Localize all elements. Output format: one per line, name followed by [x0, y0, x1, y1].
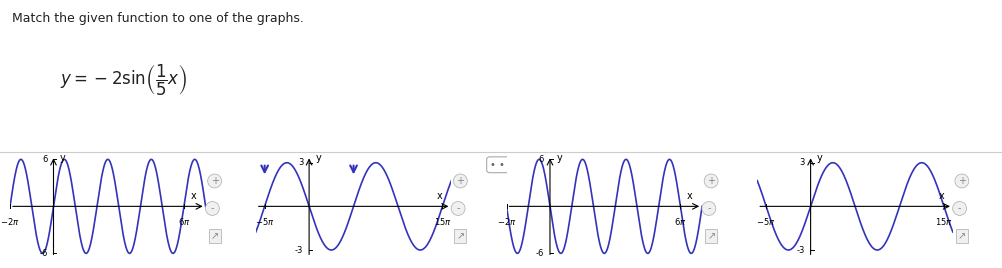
Text: $15\pi$: $15\pi$: [934, 215, 952, 226]
Text: ↗: ↗: [210, 231, 218, 241]
Text: x: x: [190, 191, 196, 201]
Text: $-5\pi$: $-5\pi$: [255, 215, 275, 226]
Text: $-5\pi$: $-5\pi$: [756, 215, 776, 226]
Text: x: x: [437, 191, 443, 201]
Text: ↗: ↗: [706, 231, 714, 241]
Text: $-2\pi$: $-2\pi$: [0, 215, 20, 226]
Text: +: +: [706, 176, 714, 186]
Text: -3: -3: [796, 245, 804, 255]
Text: Match the given function to one of the graphs.: Match the given function to one of the g…: [12, 12, 304, 25]
Text: +: +: [456, 176, 464, 186]
Text: $-2\pi$: $-2\pi$: [496, 215, 516, 226]
Text: x: x: [686, 191, 692, 201]
Text: x: x: [938, 191, 944, 201]
Text: $15\pi$: $15\pi$: [433, 215, 451, 226]
Text: $6\pi$: $6\pi$: [177, 215, 190, 226]
Text: $y = -2\sin\!\left(\dfrac{1}{5}x\right)$: $y = -2\sin\!\left(\dfrac{1}{5}x\right)$: [60, 63, 187, 98]
Text: 6: 6: [42, 155, 47, 164]
Text: 3: 3: [799, 158, 804, 167]
Text: -3: -3: [295, 245, 303, 255]
Text: -: -: [957, 203, 960, 213]
Text: y: y: [60, 152, 66, 162]
Text: -: -: [210, 203, 213, 213]
Text: y: y: [816, 152, 822, 162]
Text: -6: -6: [535, 249, 543, 258]
Text: -: -: [456, 203, 459, 213]
Text: • • •: • • •: [489, 160, 513, 170]
Text: ↗: ↗: [456, 231, 464, 241]
Text: -6: -6: [39, 249, 47, 258]
Text: $6\pi$: $6\pi$: [673, 215, 686, 226]
Text: +: +: [957, 176, 965, 186]
Text: 3: 3: [298, 158, 303, 167]
Text: ↗: ↗: [957, 231, 965, 241]
Text: 6: 6: [538, 155, 543, 164]
Text: y: y: [315, 152, 321, 162]
Text: +: +: [210, 176, 218, 186]
Text: y: y: [556, 152, 562, 162]
Text: -: -: [706, 203, 709, 213]
